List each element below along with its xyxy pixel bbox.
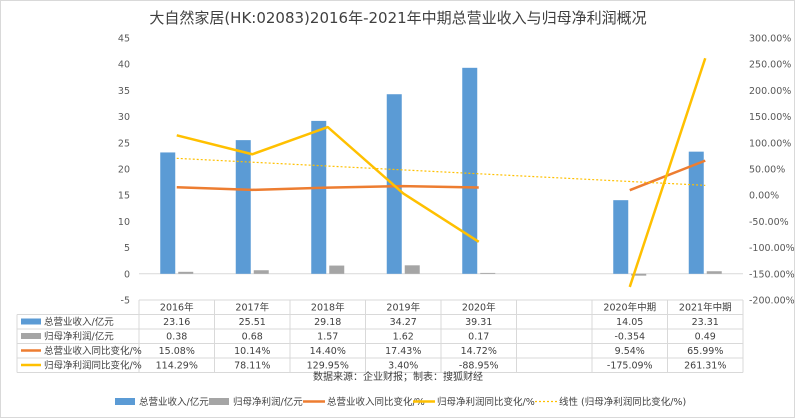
- table-value: 23.16: [163, 317, 190, 328]
- table-value: 29.18: [314, 317, 341, 328]
- right-tick-label: -200.00%: [749, 296, 795, 307]
- table-value: 23.31: [692, 317, 719, 328]
- table-value: 114.29%: [156, 361, 198, 372]
- table-value: 3.40%: [388, 361, 418, 372]
- table-value: 65.99%: [687, 346, 723, 357]
- category-label: 2018年: [311, 302, 345, 314]
- table-value: 14.05: [616, 317, 643, 328]
- revenue-bar: [160, 152, 176, 274]
- table-legend-swatch: [21, 318, 41, 325]
- left-tick-label: 30: [118, 112, 130, 123]
- right-tick-label: 300.00%: [749, 34, 791, 45]
- category-label: 2020年: [462, 302, 496, 314]
- revenue-bar: [462, 67, 478, 274]
- net-profit-growth-line: [628, 57, 707, 288]
- table-series-name: 归母净利润同比变化/%: [44, 360, 142, 372]
- revenue-growth-line: [176, 184, 479, 192]
- table-value: 34.27: [390, 317, 417, 328]
- table-value: 0.38: [166, 332, 187, 343]
- revenue-bar: [311, 120, 327, 274]
- legend-swatch: [209, 398, 229, 405]
- left-tick-label: 5: [124, 243, 130, 254]
- category-label: 2020年中期: [603, 302, 656, 314]
- lines: [176, 57, 707, 288]
- net-profit-bar: [706, 271, 722, 274]
- table-value: 14.72%: [461, 346, 497, 357]
- table-value: 15.08%: [159, 346, 195, 357]
- right-tick-label: 100.00%: [749, 138, 791, 149]
- legend-item-label: 总营业收入/亿元: [139, 396, 209, 408]
- right-tick-label: -50.00%: [749, 217, 789, 228]
- table-value: 17.43%: [385, 346, 421, 357]
- table-value: 0.17: [468, 332, 489, 343]
- left-tick-label: 35: [118, 86, 130, 97]
- table-series-name: 总营业收入/亿元: [44, 316, 114, 328]
- bars: [160, 67, 722, 276]
- table-value: -88.95%: [459, 361, 499, 372]
- legend-item-label: 线性 (归母净利润同比变化/%): [559, 396, 686, 408]
- chart-title: 大自然家居(HK:02083)2016年-2021年中期总营业收入与归母净利润概…: [149, 9, 646, 27]
- table-value: 0.68: [242, 332, 263, 343]
- table-value: -0.354: [614, 332, 645, 343]
- right-tick-label: -150.00%: [749, 269, 795, 280]
- category-label: 2016年: [160, 302, 194, 314]
- left-tick-label: 40: [118, 60, 130, 71]
- right-tick-label: 50.00%: [749, 165, 785, 176]
- left-tick-label: 25: [118, 138, 130, 149]
- revenue-bar: [613, 200, 629, 274]
- revenue-bar: [235, 140, 251, 274]
- right-tick-label: 150.00%: [749, 112, 791, 123]
- legend-swatch: [115, 398, 135, 405]
- legend-item-label: 归母净利润/亿元: [233, 396, 303, 408]
- left-tick-label: 10: [118, 217, 130, 228]
- legend-item-label: 总营业收入同比变化/%: [327, 396, 425, 408]
- table-legend-swatch: [21, 333, 41, 339]
- right-tick-label: -100.00%: [749, 243, 795, 254]
- table-value: 129.95%: [307, 361, 349, 372]
- left-tick-label: 15: [118, 191, 130, 202]
- right-tick-label: 250.00%: [749, 60, 791, 71]
- net-profit-growth-line: [176, 125, 480, 243]
- right-tick-label: 0.00%: [749, 191, 779, 202]
- source-note: 数据来源：企业财报；制表：搜狐财经: [313, 370, 483, 383]
- table-value: 10.14%: [234, 346, 270, 357]
- data-table: 2016年 2017年 2018年 2019年 2020年 2020年中期 2021年中期总…: [16, 299, 744, 373]
- net-profit-bar: [631, 273, 647, 276]
- left-tick-label: 20: [118, 165, 130, 176]
- category-label: 2019年: [386, 302, 420, 314]
- left-tick-label: 0: [124, 269, 130, 280]
- table-value: 9.54%: [615, 346, 645, 357]
- revenue-bar: [688, 151, 704, 274]
- legend-item-label: 归母净利润同比变化/%: [437, 396, 535, 408]
- trendline: [176, 157, 706, 186]
- table-value: 39.31: [465, 317, 492, 328]
- table-value: 25.51: [239, 317, 266, 328]
- left-tick-label: 45: [118, 34, 130, 45]
- net-profit-bar: [253, 270, 269, 274]
- table-series-name: 总营业收入同比变化/%: [44, 345, 142, 357]
- table-value: 0.49: [695, 332, 716, 343]
- table-value: 78.11%: [234, 361, 270, 372]
- table-value: 261.31%: [684, 361, 726, 372]
- net-profit-bar: [480, 272, 496, 274]
- table-series-name: 归母净利润/亿元: [44, 331, 114, 343]
- category-label: 2021年中期: [679, 302, 732, 314]
- table-value: 1.62: [393, 332, 414, 343]
- right-tick-label: 200.00%: [749, 86, 791, 97]
- legend: 总营业收入/亿元 归母净利润/亿元 总营业收入同比变化/% 归母净利润同比变化/% 线性…: [115, 396, 686, 408]
- left-tick-label: -5: [121, 296, 130, 307]
- table-value: -175.09%: [607, 361, 653, 372]
- net-profit-bar: [404, 265, 420, 274]
- table-value: 1.57: [317, 332, 338, 343]
- table-value: 14.40%: [310, 346, 346, 357]
- net-profit-bar: [178, 271, 194, 274]
- category-label: 2017年: [235, 302, 269, 314]
- net-profit-bar: [329, 265, 345, 274]
